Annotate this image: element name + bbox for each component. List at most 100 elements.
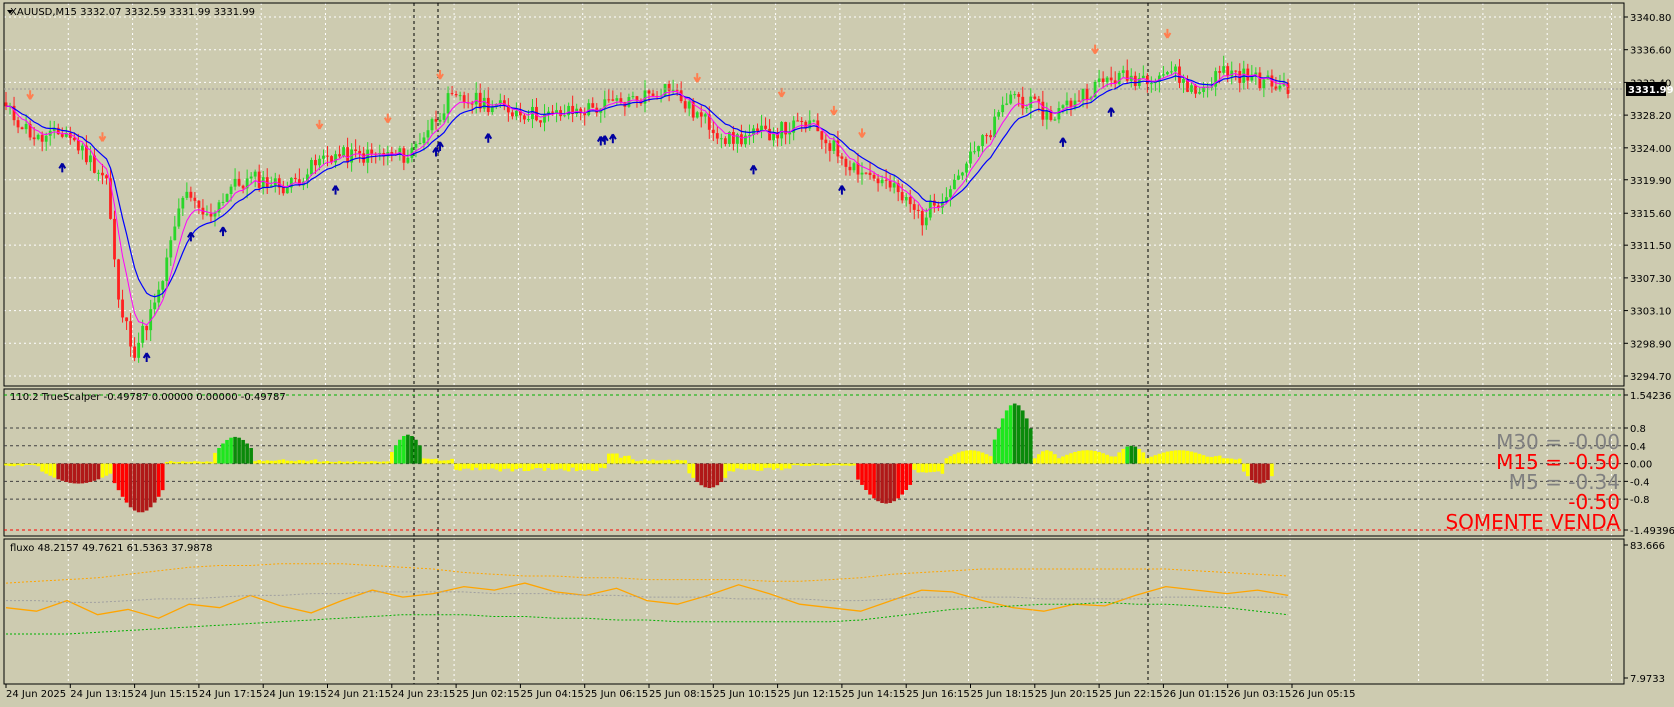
histogram-bar [1117, 452, 1122, 464]
candle-body [667, 84, 671, 91]
histogram-bar [418, 445, 422, 464]
histogram-bar [908, 463, 913, 485]
candle-body [1029, 96, 1033, 108]
histogram-bar [952, 454, 957, 464]
histogram-bar [48, 463, 53, 476]
indicator-panel[interactable]: 110.2 TrueScalper -0.49787 0.00000 0.000… [3, 388, 1625, 537]
histogram-bar [221, 443, 225, 464]
candle-body [314, 160, 317, 166]
histogram-bar [385, 461, 390, 464]
candle-body [993, 116, 997, 138]
histogram-bar [181, 461, 185, 464]
candle-body [1198, 91, 1201, 94]
candle-body [981, 135, 984, 147]
histogram-bar [193, 461, 197, 464]
candle-body [68, 133, 72, 138]
candle-body [607, 99, 611, 101]
candle-body [687, 101, 691, 109]
sell-arrow-icon [1163, 28, 1172, 39]
histogram-bar [739, 463, 744, 470]
candle-body [478, 92, 482, 109]
histogram-bar [635, 461, 639, 464]
sell-arrow-icon [436, 70, 444, 80]
candle-body [884, 179, 888, 181]
candle-body [647, 90, 651, 94]
histogram-bar [864, 463, 868, 490]
histogram-bar [751, 463, 756, 471]
time-tick-label: 25 Jun 04:15 [520, 689, 584, 700]
time-tick-label: 24 Jun 13:15 [70, 689, 134, 700]
candle-body [1178, 66, 1181, 83]
histogram-bar [807, 463, 812, 467]
buy-arrow-icon [600, 135, 609, 145]
candle-body [277, 178, 281, 188]
candle-body [836, 140, 840, 157]
histogram-bar [530, 463, 535, 470]
candle-body [1270, 75, 1274, 87]
candle-body [137, 342, 141, 358]
candle-body [12, 105, 16, 121]
histogram-bar [602, 463, 607, 469]
histogram-bar [466, 463, 470, 469]
fluxo-series-lower [6, 601, 1289, 635]
candle-body [390, 152, 394, 155]
histogram-bar [944, 458, 949, 464]
time-tick-label: 24 Jun 17:15 [199, 689, 263, 700]
candle-body [486, 97, 490, 113]
candle-body [727, 131, 731, 144]
histogram-bar [888, 463, 892, 503]
candle-body [985, 135, 988, 137]
histogram-bar [148, 463, 153, 508]
histogram-bar [615, 453, 619, 464]
candles[interactable] [4, 55, 1290, 363]
histogram-bar [1081, 450, 1085, 464]
candle-body [185, 191, 189, 198]
histogram-bar [337, 461, 342, 464]
histogram-bar [1109, 456, 1113, 464]
buy-arrow-icon [749, 164, 758, 175]
histogram-bar [735, 463, 740, 469]
candle-body [109, 178, 112, 219]
candle-body [1186, 78, 1189, 92]
header-dropdown-icon[interactable] [7, 10, 13, 14]
candle-body [113, 218, 116, 260]
candle-body [736, 134, 739, 144]
candle-body [28, 123, 32, 138]
histogram-bar [502, 463, 507, 469]
histogram-bar [168, 460, 173, 464]
candle-body [715, 133, 719, 139]
histogram-bar [8, 463, 12, 466]
candle-body [1153, 82, 1157, 84]
histogram-bar [470, 463, 474, 471]
histogram-bar [317, 461, 322, 464]
histogram-bar [172, 461, 177, 464]
price-tick-label: 3336.60 [1630, 46, 1671, 57]
candle-body [547, 111, 550, 115]
sell-arrow-icon [383, 113, 392, 124]
histogram-bar [848, 463, 852, 466]
candle-body [20, 127, 24, 130]
buy-arrow-icon [1059, 137, 1067, 147]
candle-body [237, 178, 241, 186]
candle-body [1069, 100, 1073, 108]
candle-body [583, 113, 587, 116]
histogram-bar [261, 461, 266, 464]
fluxo-panel[interactable]: fluxo 48.2157 49.7621 61.5363 37.9878 [3, 538, 1625, 685]
histogram-bar [377, 461, 382, 464]
histogram-bar [992, 439, 997, 464]
histogram-bar [695, 463, 700, 482]
buy-arrow-icon [608, 133, 617, 144]
histogram-bar [767, 463, 772, 468]
candle-body [695, 112, 699, 118]
histogram-bar [968, 450, 973, 464]
price-panel[interactable]: XAUUSD,M15 3332.07 3332.59 3331.99 3331.… [3, 2, 1625, 387]
histogram-bar [663, 460, 667, 464]
candle-body [502, 100, 506, 106]
candle-body [88, 155, 92, 163]
histogram-bar [285, 460, 290, 464]
sell-arrow-icon [315, 119, 324, 130]
histogram-bar [281, 459, 286, 464]
histogram-bar [305, 461, 310, 464]
candle-body [571, 105, 575, 115]
